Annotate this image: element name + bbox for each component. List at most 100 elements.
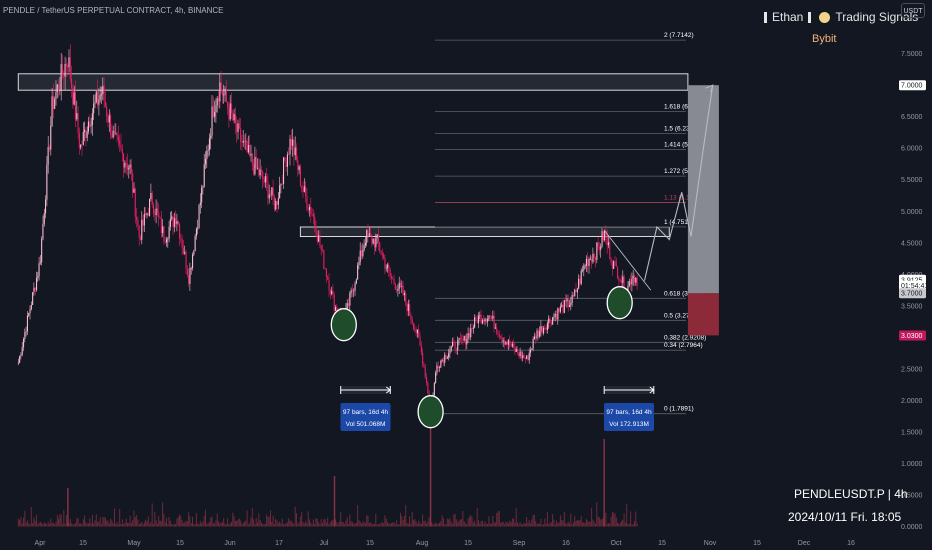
candle-body: [134, 188, 136, 217]
volume-bar: [405, 505, 407, 527]
volume-bar: [363, 522, 365, 527]
candle-body: [532, 339, 534, 349]
candle-body: [452, 341, 454, 347]
volume-bar: [77, 518, 79, 527]
candle-body: [623, 276, 625, 295]
candle-body: [446, 357, 448, 359]
volume-bar: [203, 515, 205, 527]
candle-body: [387, 264, 389, 268]
volume-bar: [133, 510, 135, 527]
candle-body: [474, 317, 476, 328]
candle-body: [197, 227, 199, 229]
volume-bar: [442, 517, 444, 527]
candle-body: [458, 338, 460, 341]
volume-bar: [480, 521, 482, 527]
volume-bar: [452, 524, 453, 527]
candle-body: [281, 183, 283, 185]
volume-bar: [461, 519, 463, 527]
candle-body: [65, 64, 67, 67]
candle-body: [535, 336, 537, 339]
volume-bar: [45, 523, 47, 527]
volume-bar: [62, 524, 63, 527]
candle-body: [523, 355, 525, 359]
candle-body: [470, 328, 472, 338]
candle-body: [132, 173, 134, 193]
candle-body: [530, 350, 532, 353]
volume-bar: [361, 523, 362, 527]
candle-body: [210, 135, 212, 139]
time-tick-label: 17: [275, 540, 283, 547]
volume-bar: [520, 524, 522, 527]
volume-bar: [106, 520, 108, 527]
candle-body: [34, 287, 36, 291]
measure-volume-text: Vol 501.068M: [346, 421, 386, 428]
volume-bar: [571, 524, 573, 527]
price-tick-label: 5.0000: [901, 209, 923, 216]
candle-body: [632, 275, 634, 279]
volume-bar: [197, 523, 199, 527]
candle-body: [392, 278, 394, 280]
volume-bar: [608, 523, 609, 527]
candle-body: [149, 199, 151, 216]
candle-body: [102, 85, 104, 94]
volume-bar: [622, 519, 624, 527]
candle-body: [143, 213, 145, 226]
volume-bar: [137, 519, 139, 527]
candle-body: [285, 161, 287, 167]
candle-body: [151, 193, 153, 205]
price-tick-label: 0.5000: [901, 493, 923, 500]
volume-bar: [91, 515, 93, 527]
volume-bar: [69, 518, 71, 527]
candle-body: [260, 169, 262, 171]
candle-body: [361, 250, 363, 257]
candle-body: [598, 246, 600, 250]
volume-bar: [160, 521, 162, 527]
candle-body: [633, 275, 635, 283]
candle-body: [357, 265, 359, 280]
candle-body: [355, 279, 357, 284]
currency-button[interactable]: USDT: [901, 3, 925, 18]
volume-bar: [288, 518, 290, 527]
candle-body: [374, 238, 376, 248]
candle-body: [33, 287, 35, 293]
candle-body: [630, 281, 632, 285]
volume-bar: [478, 520, 479, 527]
volume-bar: [444, 524, 446, 527]
volume-bar: [393, 522, 395, 527]
volume-bar: [151, 503, 153, 527]
volume-bar: [107, 520, 109, 527]
volume-bar: [175, 523, 177, 527]
candle-body: [51, 96, 53, 126]
fib-level-label: 1 (4.7516): [664, 219, 694, 226]
volume-bar: [489, 523, 491, 527]
volume-bar: [350, 521, 352, 527]
volume-bar: [181, 520, 183, 527]
volume-bar: [403, 515, 405, 527]
volume-bar: [88, 523, 89, 527]
volume-bar: [624, 522, 626, 527]
symbol-title[interactable]: PENDLE / TetherUS PERPETUAL CONTRACT, 4h…: [3, 6, 224, 15]
volume-bar: [28, 523, 30, 527]
candle-body: [168, 226, 170, 239]
candle-body: [215, 105, 217, 112]
volume-bar: [407, 523, 409, 527]
volume-bar: [283, 524, 284, 527]
volume-bar: [519, 522, 521, 527]
volume-bar: [543, 524, 544, 527]
candle-body: [48, 147, 50, 150]
candle-body: [528, 352, 530, 361]
candle-body: [515, 348, 517, 352]
channel-name: Trading Signals: [835, 10, 919, 24]
candle-body: [350, 290, 352, 294]
candle-body: [346, 303, 348, 309]
candle-body: [181, 239, 183, 248]
volume-bar: [454, 514, 456, 527]
volume-bar: [550, 522, 552, 527]
candle-body: [592, 253, 594, 263]
candle-body: [271, 187, 273, 196]
volume-bar: [267, 516, 269, 527]
long-position-tool: [687, 85, 719, 336]
candle-body: [275, 201, 277, 210]
candle-body: [81, 144, 83, 146]
